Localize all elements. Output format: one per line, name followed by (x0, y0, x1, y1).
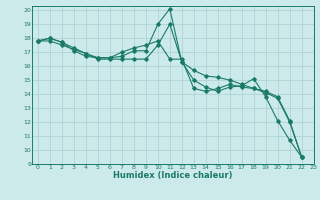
X-axis label: Humidex (Indice chaleur): Humidex (Indice chaleur) (113, 171, 233, 180)
